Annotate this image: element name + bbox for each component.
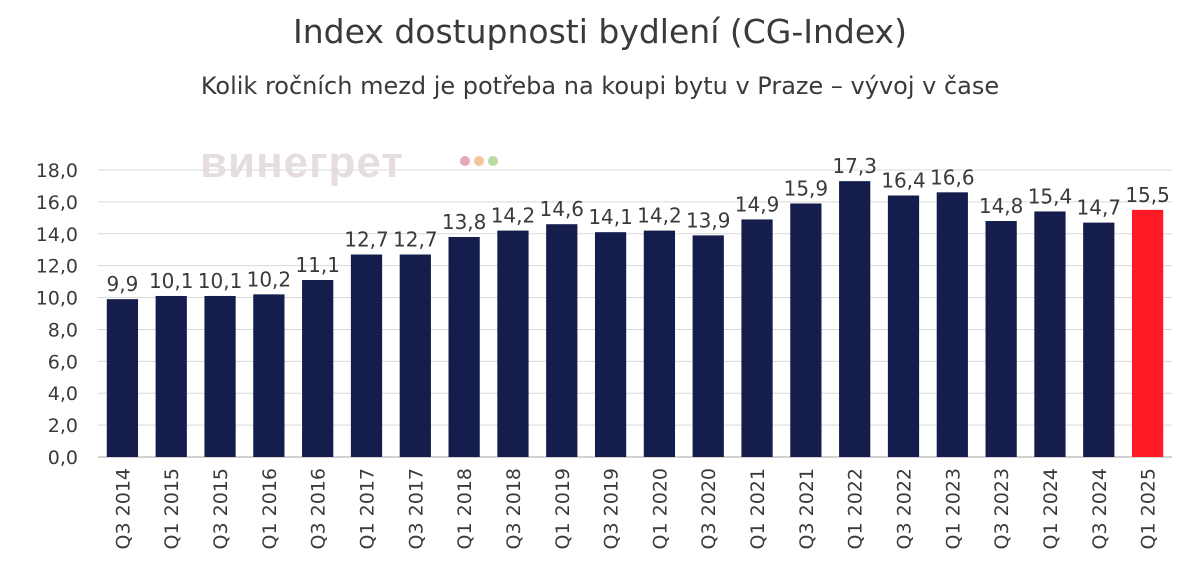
bar — [253, 294, 285, 457]
chart-title: Index dostupnosti bydlení (CG-Index) — [293, 12, 907, 51]
x-category-label: Q1 2023 — [942, 468, 964, 549]
bars — [106, 181, 1164, 458]
x-category-label: Q1 2019 — [552, 468, 574, 549]
bar — [302, 280, 334, 457]
data-labels: 9,9 10,1 10,1 10,211,112,7 12,713,8 14,2 14,6 1… — [107, 154, 1170, 296]
bar — [839, 181, 871, 457]
y-tick-label: 18,0 — [36, 160, 78, 182]
x-category-label: Q3 2019 — [601, 468, 623, 549]
watermark-logo: винегрет — [200, 138, 404, 187]
x-category-label: Q1 2022 — [845, 468, 867, 549]
data-label: 14,8 — [979, 194, 1024, 218]
data-label: 10,1 — [198, 269, 243, 293]
data-label: 16,4 — [881, 169, 926, 193]
x-category-label: Q1 2017 — [357, 468, 379, 549]
bar — [594, 232, 627, 457]
x-category-label: Q1 2015 — [161, 468, 183, 549]
bar — [1083, 222, 1115, 457]
chart-subtitle: Kolik ročních mezd je potřeba na koupi b… — [200, 72, 1000, 100]
bar — [1034, 211, 1066, 457]
data-label: 9,9 — [107, 272, 139, 296]
y-tick-label: 6,0 — [48, 351, 78, 373]
bar — [741, 219, 773, 457]
x-category-label: Q1 2018 — [454, 468, 476, 549]
bar — [692, 235, 724, 457]
data-label: 13,8 — [442, 210, 487, 234]
x-category-label: Q1 2024 — [1040, 468, 1062, 549]
data-label: 10,2 — [247, 267, 292, 291]
bar — [985, 221, 1017, 457]
y-tick-label: 0,0 — [48, 447, 78, 469]
data-label: 17,3 — [832, 154, 877, 178]
data-label: 14,2 — [491, 204, 536, 228]
data-label: 14,6 — [540, 197, 585, 221]
bar — [790, 203, 822, 457]
bar — [204, 295, 236, 457]
x-category-label: Q3 2014 — [112, 468, 134, 549]
x-category-label: Q3 2017 — [405, 468, 427, 549]
bar — [350, 254, 383, 457]
data-label: 16,6 — [930, 165, 975, 189]
bar — [497, 230, 529, 457]
x-category-label: Q3 2018 — [503, 468, 525, 549]
bar — [1131, 209, 1164, 457]
data-label: 10,1 — [149, 269, 194, 293]
bar — [155, 295, 187, 457]
y-tick-label: 10,0 — [36, 288, 78, 310]
watermark-dots — [460, 151, 502, 170]
watermark-dot — [474, 156, 484, 166]
bar — [936, 192, 968, 458]
y-axis-ticks: 0,0 2,0 4,0 6,0 8,0 10,0 12,0 14,0 16,0 18,0 — [36, 160, 78, 469]
data-label: 14,7 — [1077, 196, 1122, 220]
bar — [106, 299, 139, 457]
data-label: 15,4 — [1028, 184, 1073, 208]
x-category-label: Q1 2020 — [649, 468, 671, 549]
bar — [448, 236, 480, 457]
y-tick-label: 12,0 — [36, 256, 78, 278]
watermark-dot — [488, 156, 498, 166]
bar — [546, 224, 578, 457]
x-category-label: Q3 2015 — [210, 468, 232, 549]
data-label: 11,1 — [295, 253, 340, 277]
x-category-label: Q3 2016 — [308, 468, 330, 549]
y-tick-label: 2,0 — [48, 415, 78, 437]
x-category-label: Q3 2022 — [894, 468, 916, 549]
y-tick-label: 16,0 — [36, 192, 78, 214]
data-label: 12,7 — [393, 228, 438, 252]
bar — [399, 254, 431, 457]
data-label: 15,5 — [1125, 183, 1170, 207]
x-category-label: Q1 2021 — [747, 468, 769, 549]
data-label: 14,2 — [637, 204, 682, 228]
data-label: 14,9 — [735, 192, 780, 216]
bar — [887, 195, 920, 457]
x-category-label: Q3 2023 — [991, 468, 1013, 549]
data-label: 13,9 — [686, 208, 731, 232]
watermark-dot — [460, 156, 470, 166]
y-tick-label: 4,0 — [48, 383, 78, 405]
data-label: 14,1 — [588, 205, 633, 229]
data-label: 15,9 — [784, 176, 829, 200]
y-tick-label: 8,0 — [48, 319, 78, 341]
x-category-label: Q3 2024 — [1089, 468, 1111, 549]
x-category-label: Q1 2016 — [259, 468, 281, 549]
x-axis-categories: Q3 2014 Q1 2015 Q3 2015 Q1 2016 Q3 2016 Q1 20… — [112, 468, 1159, 549]
y-tick-label: 14,0 — [36, 224, 78, 246]
data-label: 12,7 — [344, 228, 389, 252]
bar — [643, 230, 676, 457]
x-category-label: Q3 2020 — [698, 468, 720, 549]
x-category-label: Q1 2025 — [1138, 468, 1160, 549]
x-category-label: Q3 2021 — [796, 468, 818, 549]
